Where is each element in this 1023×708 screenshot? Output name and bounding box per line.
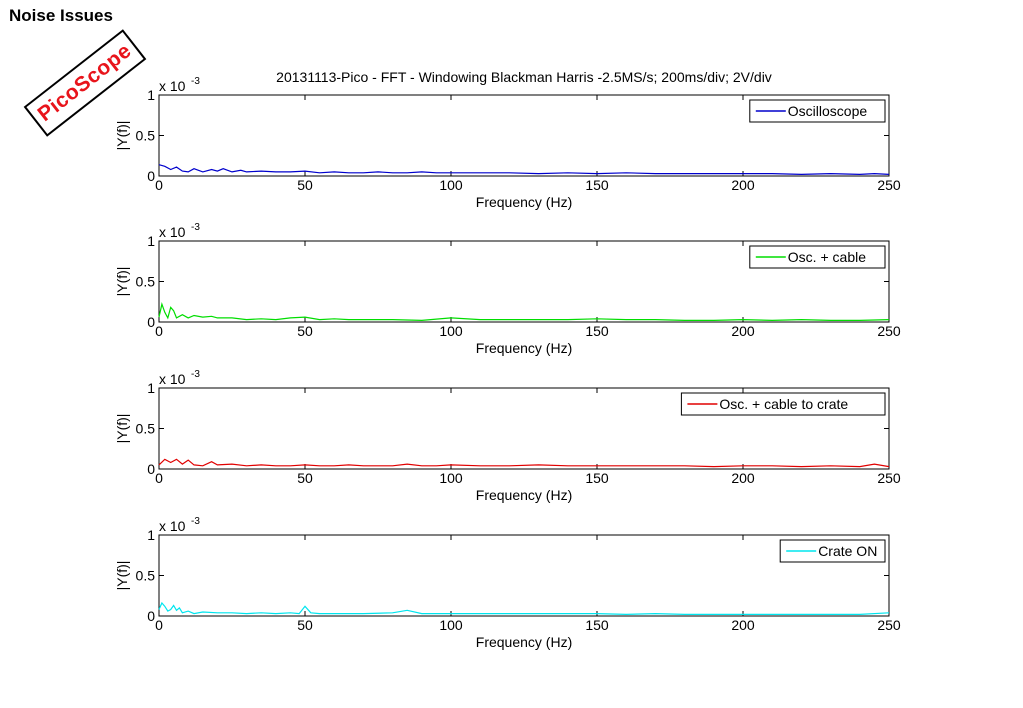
x-tick-label: 150 bbox=[585, 470, 609, 486]
x-tick-label: 250 bbox=[877, 177, 901, 193]
x-tick-label: 50 bbox=[297, 177, 313, 193]
x-tick-label: 150 bbox=[585, 617, 609, 633]
y-axis-label: |Y(f)| bbox=[114, 561, 130, 591]
x-tick-label: 0 bbox=[155, 323, 163, 339]
series-line-oscilloscope bbox=[158, 164, 890, 176]
y-tick-label: 0.5 bbox=[136, 274, 156, 290]
axes-box bbox=[158, 534, 890, 617]
x-tick-label: 50 bbox=[297, 617, 313, 633]
legend-box bbox=[779, 539, 886, 563]
y-tick-label: 1 bbox=[147, 380, 155, 396]
y-exponent-power: -3 bbox=[191, 516, 200, 527]
y-tick-label: 1 bbox=[147, 233, 155, 249]
y-tick-label: 0 bbox=[147, 461, 155, 477]
y-exponent-power: -3 bbox=[191, 76, 200, 87]
x-axis-label: Frequency (Hz) bbox=[476, 634, 572, 650]
x-tick-label: 100 bbox=[439, 470, 463, 486]
y-tick-label: 0 bbox=[147, 314, 155, 330]
x-tick-label: 50 bbox=[297, 323, 313, 339]
legend-label: Crate ON bbox=[818, 543, 877, 559]
legend-label: Osc. + cable to crate bbox=[719, 396, 848, 412]
x-tick-label: 150 bbox=[585, 323, 609, 339]
x-axis-label: Frequency (Hz) bbox=[476, 340, 572, 356]
y-tick-label: 1 bbox=[147, 527, 155, 543]
y-tick-label: 0.5 bbox=[136, 421, 156, 437]
subplot-3: 0 50 100 150 200 250 0 0.5 1x 10 -3 Frequency (Hz)… bbox=[114, 369, 901, 503]
x-tick-label: 50 bbox=[297, 470, 313, 486]
legend: Oscilloscope bbox=[749, 99, 886, 123]
chart-title: 20131113-Pico - FFT - Windowing Blackman… bbox=[276, 69, 772, 85]
y-exponent-power: -3 bbox=[191, 369, 200, 380]
x-tick-label: 150 bbox=[585, 177, 609, 193]
y-exponent-label: x 10 bbox=[159, 518, 186, 534]
y-tick-label: 0.5 bbox=[136, 568, 156, 584]
y-exponent-label: x 10 bbox=[159, 78, 186, 94]
y-axis-label: |Y(f)| bbox=[114, 267, 130, 297]
y-exponent-label: x 10 bbox=[159, 224, 186, 240]
subplot-4: 0 50 100 150 200 250 0 0.5 1x 10 -3 Frequency (Hz)… bbox=[114, 516, 901, 650]
subplot-2: 0 50 100 150 200 250 0 0.5 1x 10 -3 Frequency (Hz)… bbox=[114, 222, 901, 356]
series-line-osc-cable-to-crate bbox=[158, 458, 890, 468]
x-tick-label: 0 bbox=[155, 617, 163, 633]
x-tick-label: 0 bbox=[155, 177, 163, 193]
y-tick-label: 0 bbox=[147, 168, 155, 184]
legend-box bbox=[680, 392, 886, 416]
x-tick-label: 200 bbox=[731, 617, 755, 633]
legend: Osc. + cable bbox=[749, 245, 886, 269]
legend-label: Oscilloscope bbox=[788, 103, 868, 119]
x-tick-label: 100 bbox=[439, 177, 463, 193]
x-axis-label: Frequency (Hz) bbox=[476, 194, 572, 210]
slide-title: Noise Issues bbox=[9, 6, 113, 25]
legend-box bbox=[749, 245, 886, 269]
y-tick-label: 0 bbox=[147, 608, 155, 624]
y-tick-label: 1 bbox=[147, 87, 155, 103]
x-tick-label: 0 bbox=[155, 470, 163, 486]
series-line-osc-cable bbox=[158, 302, 890, 322]
y-exponent-power: -3 bbox=[191, 222, 200, 233]
x-tick-label: 200 bbox=[731, 470, 755, 486]
x-axis-label: Frequency (Hz) bbox=[476, 487, 572, 503]
x-tick-label: 100 bbox=[439, 617, 463, 633]
y-axis-label: |Y(f)| bbox=[114, 121, 130, 151]
legend: Crate ON bbox=[779, 539, 886, 563]
x-tick-label: 200 bbox=[731, 177, 755, 193]
x-tick-label: 200 bbox=[731, 323, 755, 339]
legend: Osc. + cable to crate bbox=[680, 392, 886, 416]
subplot-1: 0 50 100 150 200 250 0 0.5 1x 10 -3 Frequency (Hz)… bbox=[114, 69, 901, 210]
y-tick-label: 0.5 bbox=[136, 128, 156, 144]
series-line-crate-on bbox=[158, 601, 890, 616]
x-tick-label: 100 bbox=[439, 323, 463, 339]
y-exponent-label: x 10 bbox=[159, 371, 186, 387]
x-tick-label: 250 bbox=[877, 470, 901, 486]
y-axis-label: |Y(f)| bbox=[114, 414, 130, 444]
x-tick-label: 250 bbox=[877, 617, 901, 633]
x-tick-label: 250 bbox=[877, 323, 901, 339]
legend-box bbox=[749, 99, 886, 123]
legend-label: Osc. + cable bbox=[788, 249, 866, 265]
